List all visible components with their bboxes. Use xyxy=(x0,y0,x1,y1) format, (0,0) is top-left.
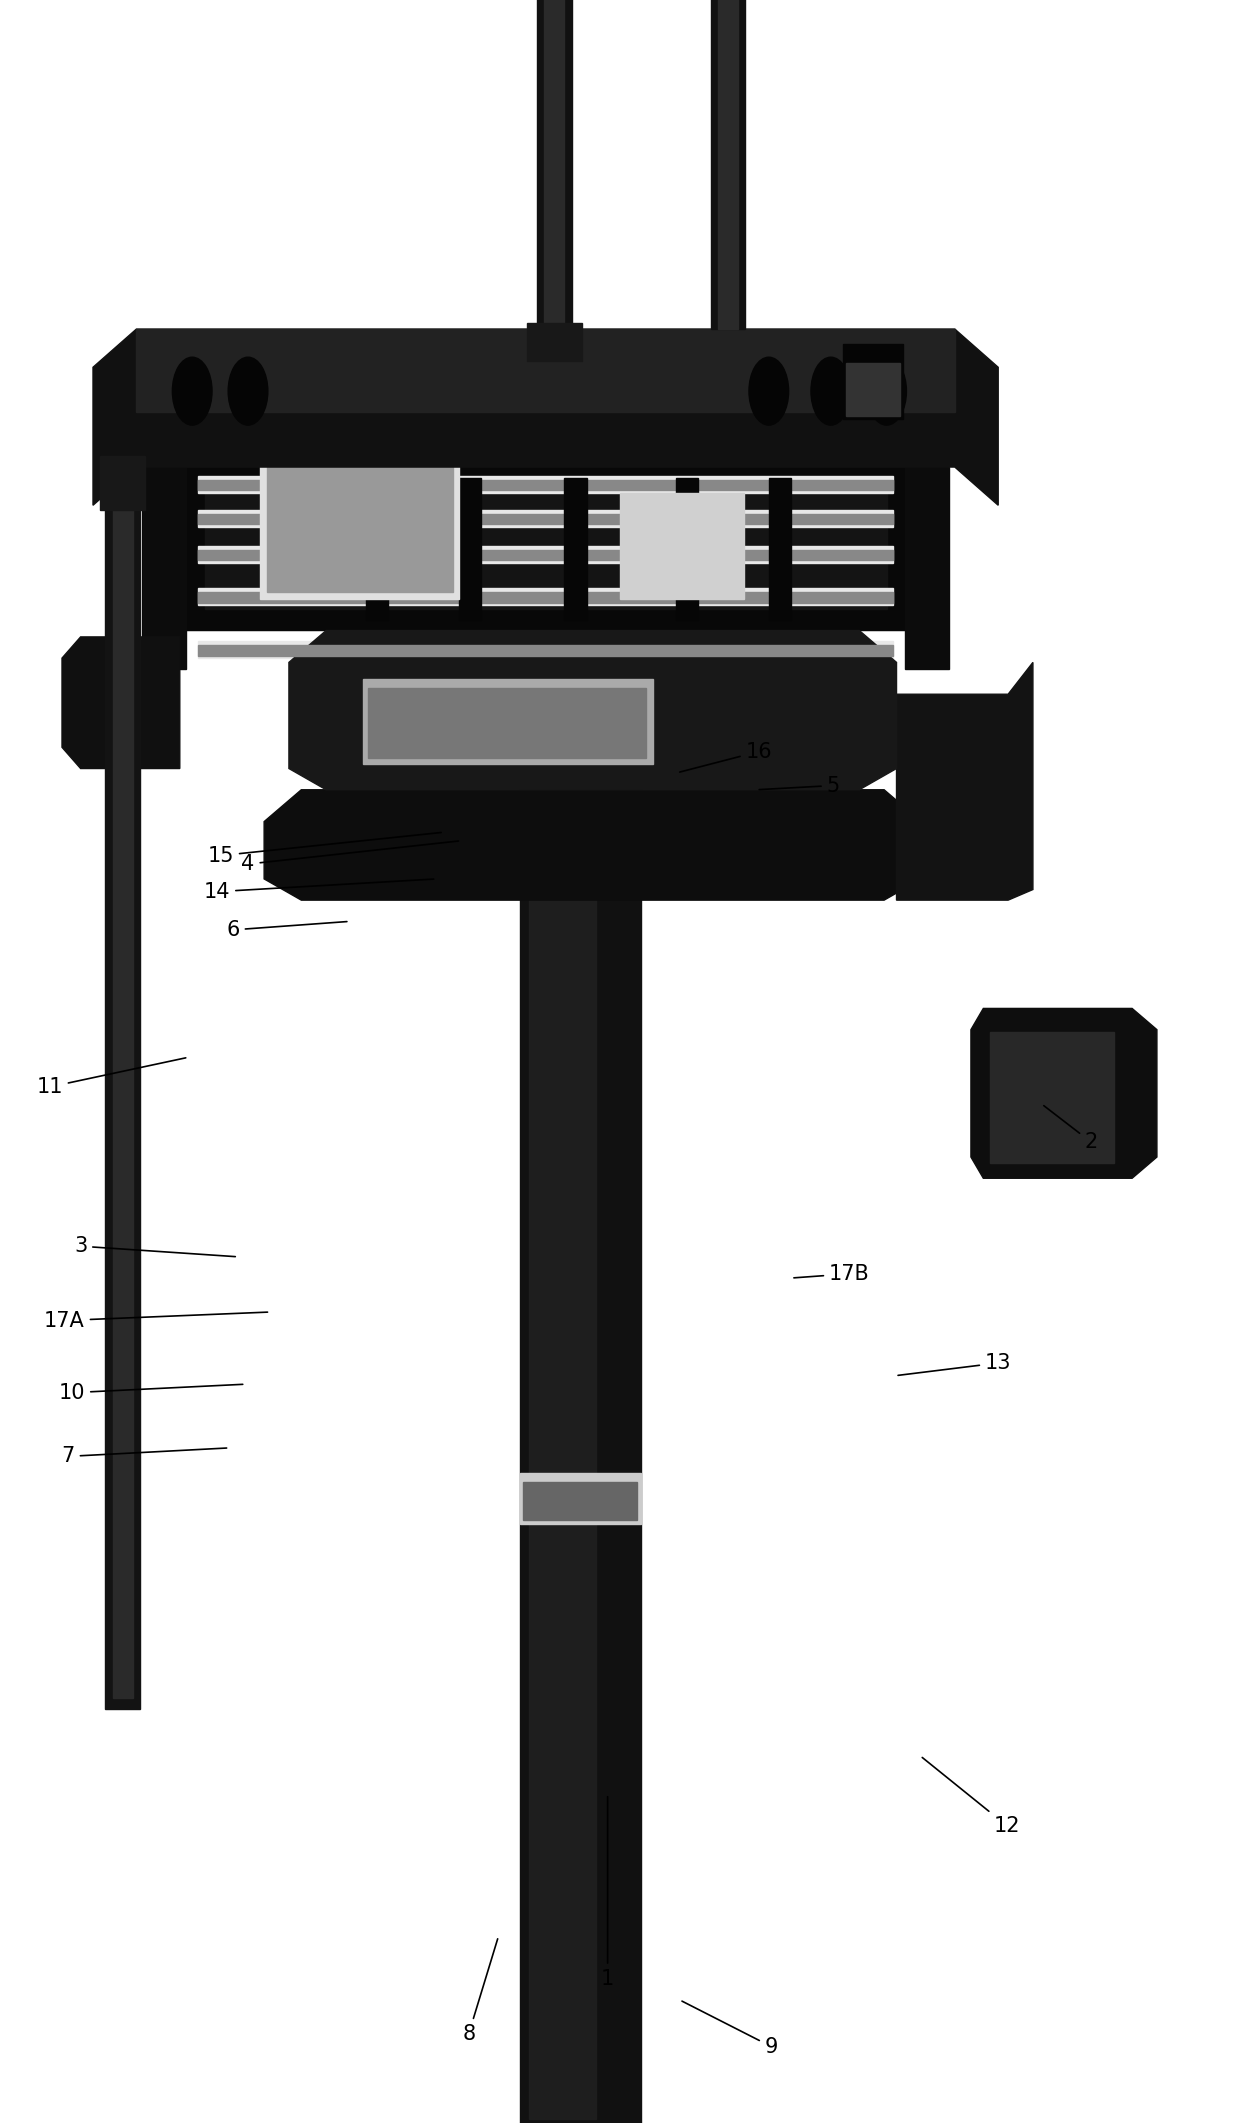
Circle shape xyxy=(749,357,789,425)
Bar xyxy=(198,588,893,605)
Bar xyxy=(136,329,955,412)
Polygon shape xyxy=(62,637,180,769)
Polygon shape xyxy=(264,790,921,900)
Polygon shape xyxy=(143,467,949,669)
Bar xyxy=(105,467,140,1709)
Bar xyxy=(459,478,481,620)
Text: 4: 4 xyxy=(242,841,459,875)
Text: 17A: 17A xyxy=(45,1310,268,1331)
Circle shape xyxy=(811,357,851,425)
Text: 13: 13 xyxy=(898,1352,1012,1376)
Polygon shape xyxy=(93,329,998,505)
Bar xyxy=(267,459,453,592)
Bar xyxy=(905,467,949,669)
Bar xyxy=(718,0,738,329)
Text: 2: 2 xyxy=(1044,1106,1097,1153)
Text: 17B: 17B xyxy=(794,1263,869,1284)
Bar xyxy=(990,1032,1114,1163)
Bar xyxy=(676,478,698,620)
Polygon shape xyxy=(971,1008,1157,1178)
Bar xyxy=(527,323,582,361)
Text: 3: 3 xyxy=(74,1236,236,1257)
Text: 12: 12 xyxy=(923,1758,1021,1836)
Bar xyxy=(368,688,646,758)
Bar xyxy=(260,450,459,599)
Bar xyxy=(198,550,893,560)
Text: 9: 9 xyxy=(682,2002,777,2057)
Bar xyxy=(520,764,641,2123)
Bar xyxy=(537,0,572,329)
Bar xyxy=(769,478,791,620)
Bar xyxy=(843,344,903,418)
Bar xyxy=(198,480,893,490)
Bar xyxy=(366,478,388,620)
Bar xyxy=(520,1473,641,1524)
Polygon shape xyxy=(289,631,897,790)
Bar xyxy=(100,456,145,510)
Text: 14: 14 xyxy=(203,879,434,902)
Bar xyxy=(711,0,745,329)
Text: 7: 7 xyxy=(62,1446,227,1467)
Bar xyxy=(198,641,893,658)
Bar xyxy=(198,510,893,527)
Text: 10: 10 xyxy=(58,1382,243,1403)
Bar xyxy=(143,467,186,669)
Bar xyxy=(544,0,564,329)
Circle shape xyxy=(228,357,268,425)
Text: 11: 11 xyxy=(36,1057,186,1098)
Bar xyxy=(620,493,744,599)
Text: 15: 15 xyxy=(207,832,441,866)
Bar xyxy=(363,679,653,764)
Bar xyxy=(113,467,133,1698)
Bar xyxy=(564,478,587,620)
Bar xyxy=(198,476,893,493)
Polygon shape xyxy=(897,662,1033,900)
Text: 1: 1 xyxy=(601,1796,614,1989)
Text: 6: 6 xyxy=(227,919,347,940)
Text: 16: 16 xyxy=(680,741,773,773)
Text: 5: 5 xyxy=(759,775,839,796)
Bar xyxy=(198,514,893,524)
Bar xyxy=(523,1482,637,1520)
Bar xyxy=(529,769,596,2119)
Bar xyxy=(846,363,900,416)
Bar xyxy=(198,546,893,563)
Text: 8: 8 xyxy=(463,1938,497,2044)
Bar xyxy=(198,592,893,603)
Circle shape xyxy=(172,357,212,425)
Circle shape xyxy=(867,357,906,425)
Bar xyxy=(198,645,893,656)
Bar xyxy=(205,488,887,609)
